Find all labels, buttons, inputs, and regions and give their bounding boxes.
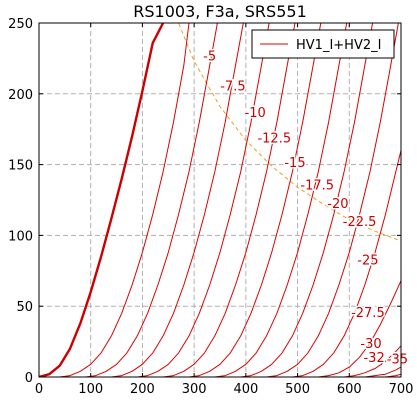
series-line bbox=[188, 23, 322, 377]
chart-title: RS1003, F3a, SRS551 bbox=[133, 2, 307, 21]
legend: HV1_I+HV2_I bbox=[251, 29, 395, 59]
curve-label: -17.5 bbox=[300, 178, 334, 193]
curve-label-layer: -5 -7.5-10 -12.5 -15 -17.5 -20 -22.5 -25 -27.5 -3… bbox=[202, 48, 410, 369]
y-tick-label: 0 bbox=[25, 371, 33, 386]
y-tick-label: 250 bbox=[8, 17, 33, 32]
legend-label: HV1_I+HV2_I bbox=[296, 38, 381, 53]
x-tick-label: 400 bbox=[233, 382, 258, 397]
series-line bbox=[266, 23, 399, 377]
grid-layer bbox=[39, 23, 401, 377]
series-line bbox=[59, 23, 190, 377]
power-dissipation-line bbox=[178, 23, 401, 242]
series-line bbox=[137, 23, 270, 377]
series-line bbox=[292, 150, 401, 377]
x-tick-label: 500 bbox=[285, 382, 310, 397]
x-tick-label: 100 bbox=[78, 382, 103, 397]
curve-label: -22.5 bbox=[343, 215, 377, 230]
y-tick-label: 200 bbox=[8, 88, 33, 103]
curve-label: -30 bbox=[360, 337, 381, 352]
series-line bbox=[344, 345, 401, 377]
curve-label: -25 bbox=[357, 253, 378, 268]
curve-label: -7.5 bbox=[220, 79, 245, 94]
y-tick-label: 100 bbox=[8, 229, 33, 244]
x-tick-label: 200 bbox=[130, 382, 155, 397]
series-line bbox=[163, 23, 296, 377]
curve-layer bbox=[39, 23, 401, 377]
curve-label: -12.5 bbox=[257, 132, 291, 147]
series-line bbox=[214, 23, 348, 377]
curve-label: -20 bbox=[327, 197, 348, 212]
y-tick-label: 150 bbox=[8, 159, 33, 174]
x-tick-label: 600 bbox=[337, 382, 362, 397]
curve-label: -35 bbox=[387, 353, 408, 368]
series-line bbox=[318, 280, 401, 377]
series-line bbox=[39, 23, 165, 377]
y-tick-label: 50 bbox=[16, 300, 33, 315]
curve-label: -15 bbox=[284, 156, 305, 171]
curve-label: -32 bbox=[363, 351, 384, 366]
series-line bbox=[85, 23, 218, 377]
tick-layer: 0 100 200 300 400 500 600 700 0 50 100 150 200 250 bbox=[8, 17, 413, 397]
curve-label: -10 bbox=[245, 106, 266, 121]
curve-label: -27.5 bbox=[351, 306, 385, 321]
series-line bbox=[240, 23, 374, 377]
x-tick-label: 700 bbox=[389, 382, 414, 397]
x-tick-label: 300 bbox=[182, 382, 207, 397]
x-tick-label: 0 bbox=[35, 382, 43, 397]
series-line bbox=[111, 23, 244, 377]
plot-frame bbox=[38, 22, 402, 378]
series-line bbox=[364, 366, 401, 377]
curve-label: -5 bbox=[203, 50, 216, 65]
